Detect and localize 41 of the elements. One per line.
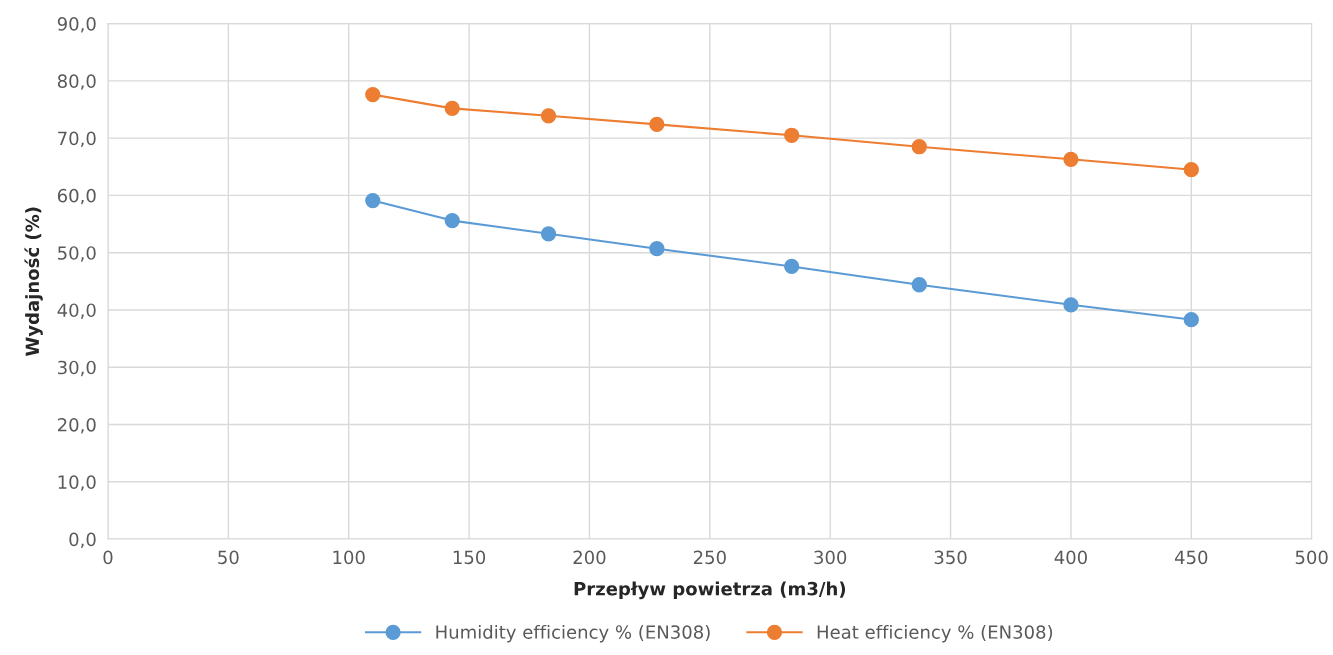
y-tick-label: 90,0 [57,17,96,33]
x-tick-label: 200 [573,550,606,565]
x-tick-label: 150 [453,550,486,565]
y-tick-label: 80,0 [57,74,96,90]
y-tick-label: 50,0 [58,246,96,262]
y-tick-label: 70,0 [58,131,96,148]
point [911,139,927,155]
point [1063,297,1079,313]
x-tick-label: 350 [934,550,967,565]
point [540,226,557,242]
y-tick-label: 40,0 [57,303,96,319]
point [1183,312,1199,328]
point [540,108,557,124]
x-tick-label: 100 [333,550,365,565]
x-tick-label: 300 [814,550,847,565]
point [444,212,460,229]
point [784,127,800,143]
y-tick-label: 30,0 [58,360,96,377]
x-tick-label: 400 [1054,550,1087,565]
point [1063,151,1079,167]
y-tick-label: 20,0 [57,417,96,434]
point [365,86,381,103]
y-tick-label: 10,0 [58,475,96,491]
point [784,258,800,275]
legend-label: Heat efficiency % (EN308) [817,624,1053,643]
y-tick-label: 0,0 [69,532,96,549]
x-axis-title: Przepływ powietrza (m3/h) [574,581,846,600]
x-tick-label: 0 [103,550,113,565]
x-tick-label: 450 [1174,550,1208,565]
y-tick-label: 60,0 [57,188,96,205]
legend-label: Humidity efficiency % (EN308) [436,624,710,643]
point [649,116,665,133]
point [1183,161,1199,178]
x-tick-label: 500 [1295,550,1328,565]
point [444,100,460,116]
x-tick-label: 250 [693,550,726,565]
point [365,192,381,209]
point [649,241,665,257]
x-tick-label: 50 [218,550,239,565]
point [911,277,927,293]
y-axis-title: Wydajność (%) [24,207,43,357]
